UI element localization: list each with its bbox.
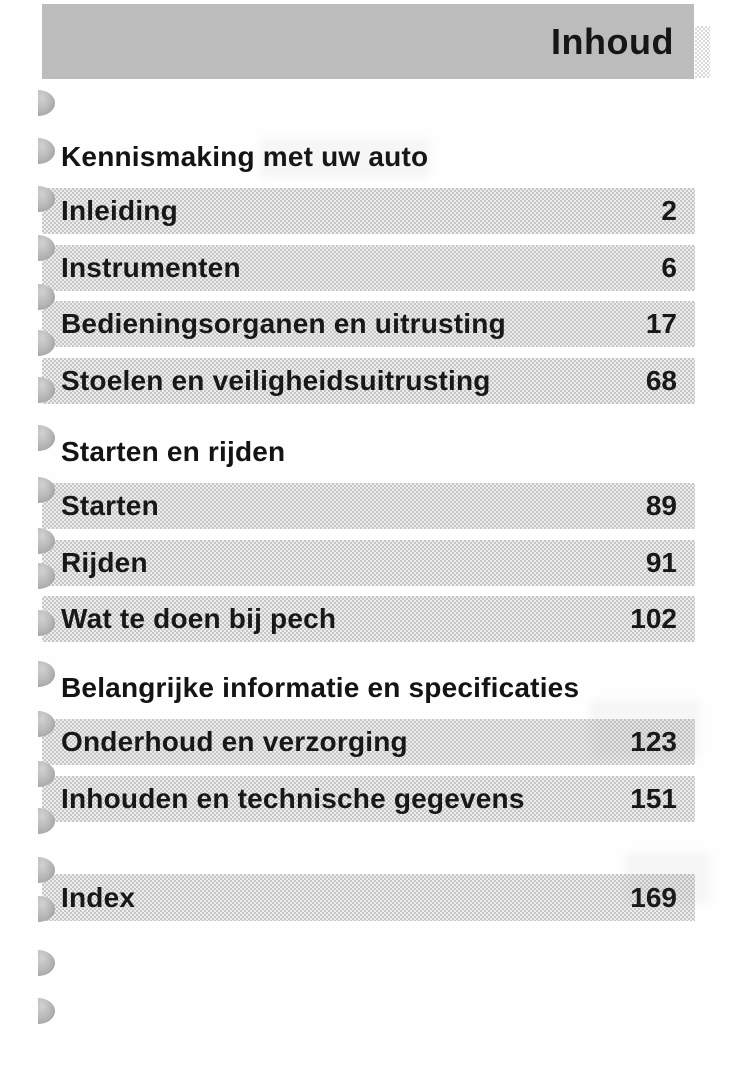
scan-bleed-artifact [260, 138, 430, 178]
toc-row-label: Wat te doen bij pech [61, 603, 337, 634]
section-heading-starten-en-rijden: Starten en rijden [61, 436, 286, 467]
toc-row-inhouden-technische-gegevens: Inhouden en technische gegevens 151 [42, 776, 695, 822]
toc-row-wat-te-doen-bij-pech: Wat te doen bij pech 102 [42, 596, 695, 642]
toc-row-page-number: 6 [661, 252, 677, 283]
binding-bump-artifact [38, 477, 55, 503]
binding-bump-artifact [38, 896, 55, 922]
binding-bump-artifact [38, 998, 55, 1024]
toc-row-page-number: 17 [645, 308, 677, 339]
toc-row-label: Instrumenten [61, 252, 241, 283]
toc-row-index: Index 169 [42, 874, 695, 921]
binding-bump-artifact [38, 563, 55, 589]
binding-bump-artifact [38, 90, 55, 116]
toc-row-page-number: 68 [645, 365, 677, 396]
toc-row-page-number: 89 [645, 490, 677, 521]
toc-row-label: Stoelen en veiligheidsuitrusting [61, 365, 491, 396]
toc-row-bedieningsorganen: Bedieningsorganen en uitrusting 17 [42, 301, 695, 347]
binding-bump-artifact [38, 377, 55, 403]
toc-row-page-number: 91 [645, 547, 677, 578]
binding-bump-artifact [38, 330, 55, 356]
toc-row-starten: Starten 89 [42, 483, 695, 529]
binding-bump-artifact [38, 138, 55, 164]
page-title: Inhoud [551, 20, 674, 62]
toc-row-page-number: 123 [630, 726, 677, 757]
page-header-bar: Inhoud [42, 4, 694, 79]
binding-bump-artifact [38, 186, 55, 212]
binding-bump-artifact [38, 661, 55, 687]
binding-bump-artifact [38, 711, 55, 737]
scan-bleed-artifact [590, 700, 700, 758]
toc-row-label: Rijden [61, 547, 148, 578]
binding-bump-artifact [38, 610, 55, 636]
toc-row-label: Index [61, 881, 136, 913]
binding-bump-artifact [38, 425, 55, 451]
toc-row-label: Bedieningsorganen en uitrusting [61, 308, 506, 339]
toc-row-label: Inleiding [61, 195, 178, 226]
toc-row-page-number: 169 [630, 881, 677, 913]
toc-row-page-number: 151 [630, 783, 677, 814]
toc-row-label: Onderhoud en verzorging [61, 726, 408, 757]
binding-bump-artifact [38, 808, 55, 834]
binding-bump-artifact [38, 284, 55, 310]
binding-bump-artifact [38, 235, 55, 261]
toc-row-page-number: 102 [630, 603, 677, 634]
toc-row-page-number: 2 [661, 195, 677, 226]
scan-bleed-artifact [625, 852, 710, 904]
binding-bump-artifact [38, 950, 55, 976]
toc-row-label: Starten [61, 490, 159, 521]
binding-bump-artifact [38, 761, 55, 787]
toc-row-onderhoud: Onderhoud en verzorging 123 [42, 719, 695, 765]
scan-dither-fringe [695, 26, 710, 78]
toc-row-label: Inhouden en technische gegevens [61, 783, 525, 814]
binding-bump-artifact [38, 528, 55, 554]
toc-row-stoelen: Stoelen en veiligheidsuitrusting 68 [42, 358, 695, 404]
toc-row-inleiding: Inleiding 2 [42, 188, 695, 234]
section-heading-kennismaking: Kennismaking met uw auto [61, 141, 429, 172]
binding-bump-artifact [38, 857, 55, 883]
toc-row-instrumenten: Instrumenten 6 [42, 245, 695, 291]
toc-row-rijden: Rijden 91 [42, 540, 695, 586]
section-heading-belangrijke-informatie: Belangrijke informatie en specificaties [61, 672, 580, 703]
